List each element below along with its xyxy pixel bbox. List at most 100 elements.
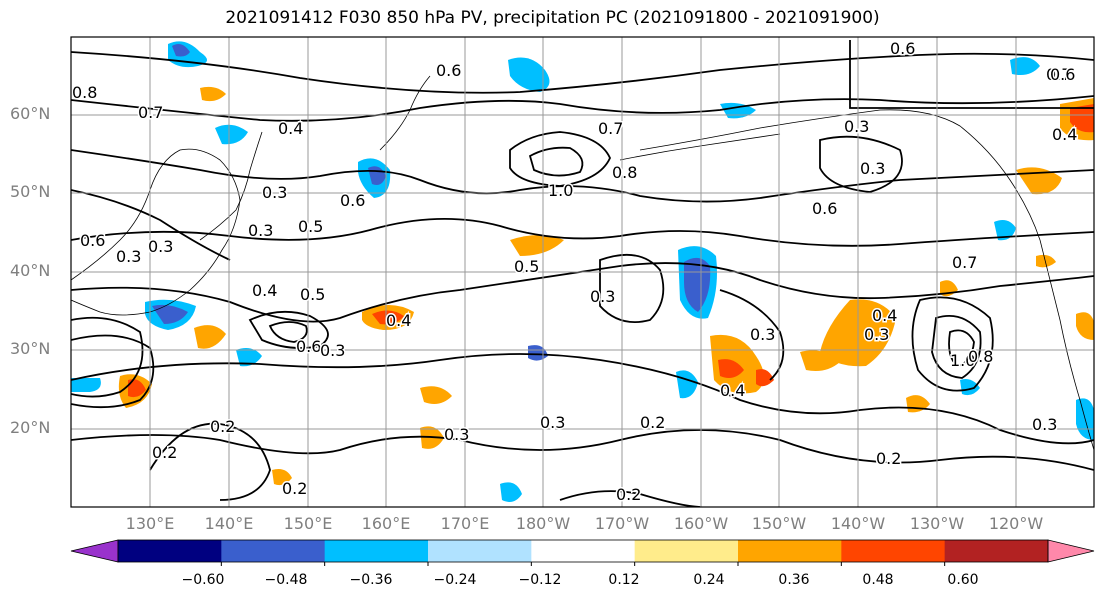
- neg-anom-blob: [994, 220, 1016, 241]
- pos-anom-blob-core: [1070, 104, 1094, 133]
- pos-anom-blob: [420, 386, 452, 404]
- contour-label: 0.8: [612, 163, 637, 182]
- contour-label: 0.3: [864, 325, 889, 344]
- coastline-alaska: [639, 109, 1041, 241]
- pv-contours: [71, 40, 1094, 507]
- lat-label-40n: 40°N: [10, 261, 51, 280]
- neg-anom-blob: [500, 482, 522, 502]
- contour-label: 0.3: [1032, 415, 1057, 434]
- contour-label: 0.3: [590, 287, 615, 306]
- colorbar-segment: [428, 540, 532, 562]
- lon-label-170w: 170°W: [594, 514, 650, 533]
- neg-anom-blob-core: [152, 304, 188, 324]
- pv-contour: [849, 40, 1094, 109]
- contour-label: 0.7: [138, 103, 163, 122]
- lat-label-50n: 50°N: [10, 182, 51, 201]
- pv-contour: [528, 146, 584, 177]
- contour-label: 0.2: [282, 479, 307, 498]
- contour-label: 0.7: [598, 119, 623, 138]
- contour-label: 0.6: [80, 231, 105, 250]
- colorbar-tick: −0.60: [181, 572, 225, 588]
- pv-contour: [509, 131, 611, 187]
- contour-label: 0.2: [210, 417, 235, 436]
- contour-label: 0.4: [278, 119, 303, 138]
- colorbar-segment: [531, 540, 636, 562]
- lon-label-130w: 130°W: [909, 514, 965, 533]
- contour-label: 0.4: [252, 281, 277, 300]
- pos-anom-blob: [800, 350, 840, 371]
- pos-anom-blob: [200, 86, 226, 102]
- coastline-na-west: [1039, 239, 1094, 451]
- contour-label: 0.3: [148, 237, 173, 256]
- neg-anom-blob: [1010, 57, 1040, 75]
- pv-contour: [948, 329, 975, 367]
- contour-label: 0.3: [844, 117, 869, 136]
- colorbar-segment: [221, 540, 326, 562]
- colorbar-frame: [117, 539, 1049, 563]
- contour-label: 1.0: [950, 351, 975, 370]
- pv-contour: [71, 218, 1094, 247]
- contour-label: 0.8: [72, 83, 97, 102]
- contour-label: 0.7: [1046, 65, 1071, 84]
- neg-anom-blob: [508, 57, 550, 92]
- pos-anom-blob: [510, 235, 564, 256]
- contour-label: 0.3: [540, 413, 565, 432]
- plot-frame: [70, 36, 1095, 508]
- colorbar-tick: 0.60: [947, 572, 979, 588]
- colorbar-segment: [841, 540, 946, 562]
- colorbar-segment: [118, 540, 222, 562]
- pv-contour: [149, 422, 271, 501]
- lon-label-140w: 140°W: [830, 514, 886, 533]
- pv-contour: [599, 253, 665, 324]
- contour-label: 0.2: [616, 485, 641, 504]
- lon-label-140e: 140°E: [204, 514, 254, 533]
- contour-label: 0.2: [640, 413, 665, 432]
- pv-contour: [268, 321, 308, 343]
- contour-label: 0.4: [872, 306, 897, 325]
- contour-labels: 0.80.70.60.40.30.50.60.30.4 0.50.30.40.60…: [71, 38, 1079, 506]
- colorbar-segment: [634, 540, 739, 562]
- pos-anom-blob: [1076, 312, 1094, 340]
- colorbar-segment: [738, 540, 842, 562]
- colorbar-tick: 0.12: [608, 572, 640, 588]
- colorbar-segment: [944, 540, 1049, 562]
- contour-label: 0.4: [720, 381, 745, 400]
- lat-label-60n: 60°N: [10, 104, 51, 123]
- contour-label: 0.7: [952, 253, 977, 272]
- coastlines: [71, 75, 1094, 451]
- pos-anom-blob: [272, 469, 292, 486]
- colorbar-tick: 0.36: [778, 572, 810, 588]
- colorbar-tick: −0.12: [518, 572, 562, 588]
- colorbar-tick: −0.24: [433, 572, 477, 588]
- neg-anom-blob: [71, 378, 101, 392]
- pos-anom-blob-core: [718, 359, 744, 378]
- pv-contour: [71, 51, 1094, 94]
- neg-anom-blob: [720, 102, 756, 119]
- pv-contour: [911, 296, 994, 392]
- neg-anom-blob-core: [172, 44, 190, 57]
- colorbar: [70, 539, 1095, 566]
- lat-label-30n: 30°N: [10, 339, 51, 358]
- contour-label: 0.6: [340, 191, 365, 210]
- contour-label: 0.6: [296, 337, 321, 356]
- pv-contour: [71, 316, 144, 398]
- contour-label: 0.6: [890, 39, 915, 58]
- lon-label-160w: 160°W: [673, 514, 729, 533]
- pos-anom-blob: [194, 325, 226, 349]
- lon-label-160e: 160°E: [361, 514, 411, 533]
- colorbar-extend-high: [1047, 539, 1095, 563]
- neg-anom-blob-core: [684, 257, 711, 312]
- contour-label: 0.3: [116, 247, 141, 266]
- pv-contour: [71, 95, 1094, 122]
- pos-anom-blob-core: [372, 310, 404, 325]
- colorbar-tick: −0.36: [349, 572, 393, 588]
- contour-label: 0.8: [968, 347, 993, 366]
- colorbar-tick: 0.24: [693, 572, 725, 588]
- colorbar-tick: 0.48: [862, 572, 894, 588]
- neg-anom-blob: [236, 348, 262, 367]
- pv-contour: [71, 262, 1094, 323]
- neg-anom-blob: [960, 379, 980, 396]
- pv-contour: [931, 314, 982, 379]
- lon-label-170e: 170°E: [440, 514, 490, 533]
